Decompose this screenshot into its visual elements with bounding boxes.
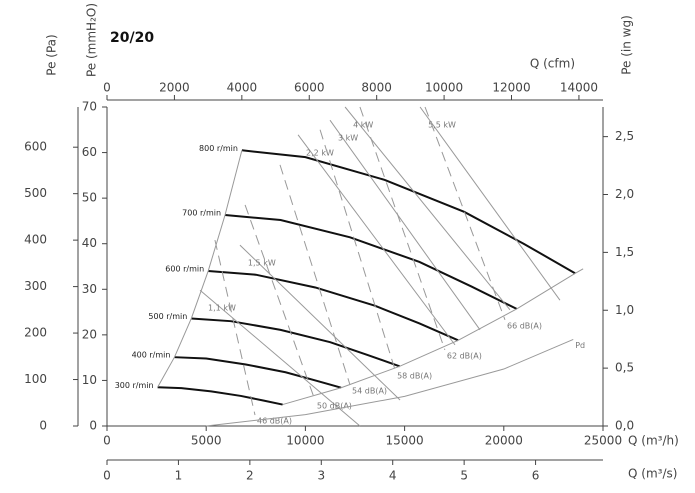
speed-label: 800 r/min bbox=[199, 144, 238, 153]
speed-label: 500 r/min bbox=[148, 312, 187, 321]
speed-label: 400 r/min bbox=[132, 351, 171, 360]
y-tick-label: 1,5 bbox=[615, 245, 634, 259]
y-tick-label: 2,0 bbox=[615, 187, 634, 201]
noise-line bbox=[244, 204, 316, 401]
noise-line bbox=[214, 239, 256, 416]
noise-label: 50 dB(A) bbox=[317, 402, 352, 411]
power-label: 4 kW bbox=[353, 121, 373, 130]
x-tick-label: 8000 bbox=[361, 81, 392, 95]
y-tick-label: 0 bbox=[89, 419, 97, 433]
x-tick-label: 14000 bbox=[560, 81, 598, 95]
power-label: 1,5 kW bbox=[248, 259, 276, 268]
y-tick-label: 2,5 bbox=[615, 129, 634, 143]
y-tick-label: 0,5 bbox=[615, 361, 634, 375]
y-tick-label: 500 bbox=[24, 186, 47, 200]
x-tick-label: 0 bbox=[103, 469, 111, 483]
boundary-line bbox=[157, 150, 243, 388]
axis-title: Q (m³/h) bbox=[628, 434, 679, 448]
y-tick-label: 30 bbox=[82, 282, 97, 296]
y-tick-label: 60 bbox=[82, 145, 97, 159]
speed-line bbox=[224, 214, 518, 310]
power-line bbox=[297, 134, 456, 346]
power-line bbox=[344, 106, 511, 311]
power-line bbox=[239, 244, 401, 401]
y-tick-label: 70 bbox=[82, 100, 97, 114]
x-tick-label: 1 bbox=[175, 469, 183, 483]
y-tick-label: 0 bbox=[39, 419, 47, 433]
y-tick-label: 1,0 bbox=[615, 303, 634, 317]
axis-title: Pe (Pa) bbox=[45, 34, 59, 75]
x-tick-label: 5000 bbox=[191, 434, 222, 448]
x-tick-label: 6 bbox=[532, 469, 540, 483]
speed-label: 300 r/min bbox=[115, 381, 154, 390]
y-tick-label: 20 bbox=[82, 327, 97, 341]
power-label: 5,5 kW bbox=[428, 121, 456, 130]
speed-label: 600 r/min bbox=[165, 265, 204, 274]
x-tick-label: 4000 bbox=[227, 81, 258, 95]
x-tick-label: 20000 bbox=[485, 434, 523, 448]
noise-label: 66 dB(A) bbox=[507, 321, 542, 330]
noise-label: 62 dB(A) bbox=[447, 351, 482, 360]
noise-line bbox=[279, 164, 351, 386]
y-tick-label: 0,0 bbox=[615, 419, 634, 433]
y-tick-label: 600 bbox=[24, 140, 47, 154]
x-tick-label: 6000 bbox=[294, 81, 325, 95]
x-tick-label: 15000 bbox=[386, 434, 424, 448]
pd-line bbox=[206, 338, 574, 427]
axis-title: Pe (mmH₂O) bbox=[85, 3, 99, 77]
speed-line bbox=[191, 317, 400, 368]
boundary-line bbox=[282, 268, 584, 406]
x-tick-label: 5 bbox=[460, 469, 468, 483]
y-tick-label: 50 bbox=[82, 191, 97, 205]
x-tick-label: 3 bbox=[317, 469, 325, 483]
speed-label: 700 r/min bbox=[182, 209, 221, 218]
noise-label: 58 dB(A) bbox=[397, 371, 432, 380]
noise-label: 54 dB(A) bbox=[352, 386, 387, 395]
power-line bbox=[199, 289, 361, 427]
speed-line bbox=[208, 270, 459, 342]
noise-line bbox=[424, 106, 506, 320]
x-tick-label: 10000 bbox=[286, 434, 324, 448]
x-tick-label: 0 bbox=[103, 81, 111, 95]
x-tick-label: 25000 bbox=[584, 434, 622, 448]
x-tick-label: 0 bbox=[103, 434, 111, 448]
speed-line bbox=[174, 356, 342, 389]
axis-title: Pe (in wg) bbox=[620, 15, 634, 75]
x-tick-label: 10000 bbox=[425, 81, 463, 95]
x-tick-label: 2000 bbox=[159, 81, 190, 95]
noise-label: 46 dB(A) bbox=[257, 417, 292, 426]
noise-line bbox=[319, 129, 396, 371]
pd-label: Pd bbox=[575, 341, 585, 350]
speed-line bbox=[157, 386, 283, 406]
power-label: 3 kW bbox=[338, 134, 358, 143]
noise-line bbox=[359, 106, 446, 351]
power-label: 1,1 kW bbox=[208, 304, 236, 313]
axis-title: Q (m³/s) bbox=[628, 467, 677, 481]
axis-title: Q (cfm) bbox=[530, 57, 575, 71]
power-label: 2,2 kW bbox=[306, 148, 334, 157]
y-tick-label: 400 bbox=[24, 233, 47, 247]
y-tick-label: 300 bbox=[24, 279, 47, 293]
chart-title: 20/20 bbox=[110, 30, 154, 46]
x-tick-label: 4 bbox=[389, 469, 397, 483]
y-tick-label: 10 bbox=[82, 373, 97, 387]
y-tick-label: 100 bbox=[24, 372, 47, 386]
x-tick-label: 12000 bbox=[492, 81, 530, 95]
speed-line bbox=[241, 149, 576, 275]
x-tick-label: 2 bbox=[246, 469, 254, 483]
y-tick-label: 200 bbox=[24, 326, 47, 340]
power-line bbox=[419, 106, 561, 301]
power-line bbox=[329, 119, 481, 331]
y-tick-label: 40 bbox=[82, 236, 97, 250]
